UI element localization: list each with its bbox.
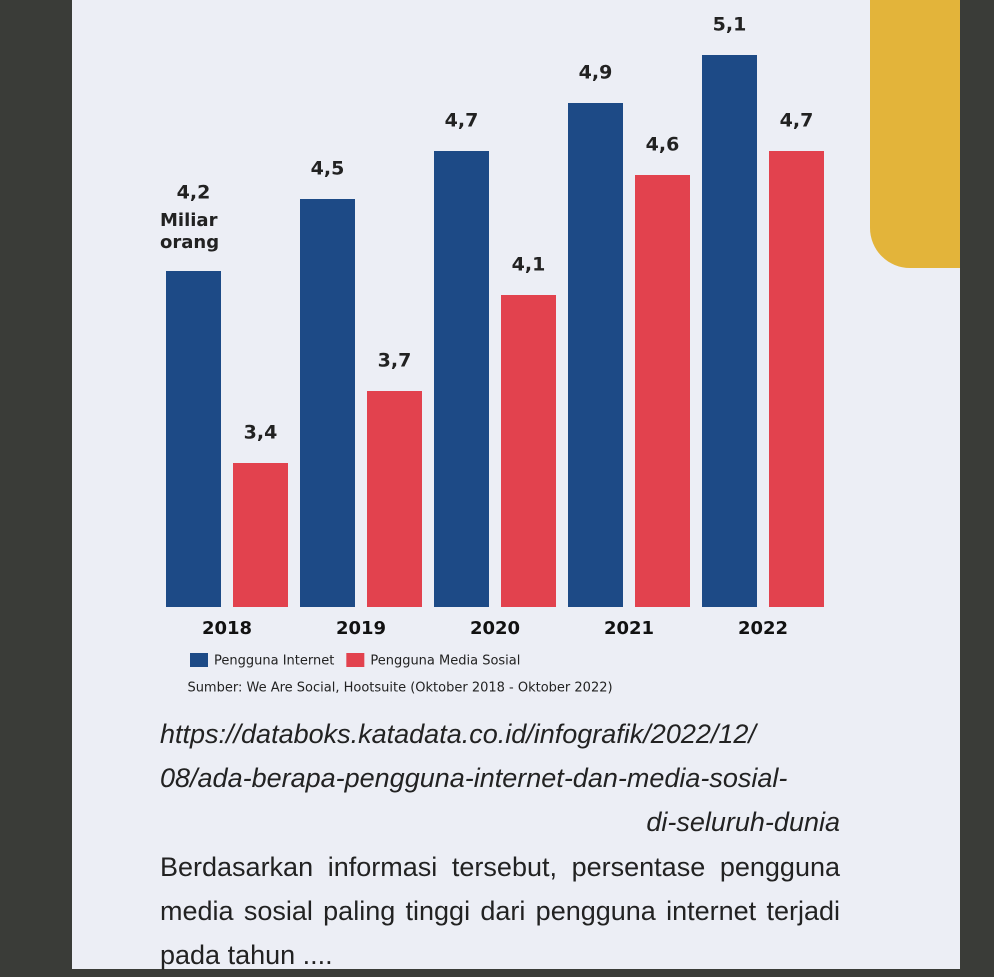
legend-swatch	[346, 653, 365, 667]
legend-swatch	[190, 653, 208, 667]
x-tick-label: 2022	[738, 618, 788, 639]
bar	[434, 151, 489, 607]
bar	[635, 175, 690, 607]
url-line: di-seluruh-dunia	[646, 807, 840, 837]
chart: 2018 4,2 3,4 2019 4,5 3,7 2020 4,7 4,1 2021 4,9 4,6…	[160, 14, 824, 696]
x-tick-label: 2019	[336, 618, 386, 639]
value-label: 4,7	[445, 110, 479, 132]
source: Sumber: We Are Social, Hootsuite (Oktobe…	[187, 681, 612, 696]
decoration	[870, 0, 960, 268]
x-tick-label: 2018	[202, 618, 252, 639]
legend-label: Pengguna Media Sosial	[370, 654, 520, 669]
bar	[769, 151, 824, 607]
annotation: Miliar orang	[160, 210, 219, 253]
bar	[501, 295, 556, 607]
question: Berdasarkan informasi tersebut, persenta…	[160, 852, 840, 970]
value-label: 4,7	[780, 110, 814, 132]
bar	[367, 391, 422, 607]
value-label: 4,6	[646, 134, 680, 156]
value-label: 4,2	[177, 182, 211, 204]
bar	[166, 271, 221, 607]
x-tick-label: 2020	[470, 618, 520, 639]
value-label: 3,4	[244, 422, 278, 444]
value-label: 3,7	[378, 350, 412, 372]
bar	[702, 55, 757, 607]
value-label: 4,1	[512, 254, 546, 276]
legend-label: Pengguna Internet	[214, 654, 334, 669]
bar	[568, 103, 623, 607]
value-label: 5,1	[713, 14, 747, 36]
bar	[233, 463, 288, 607]
url: https://databoks.katadata.co.id/infograf…	[160, 712, 840, 844]
x-tick-label: 2021	[604, 618, 654, 639]
url-line: 08/ada-berapa-pengguna-internet-dan-medi…	[160, 763, 788, 793]
url-line: https://databoks.katadata.co.id/infograf…	[160, 719, 756, 749]
value-label: 4,9	[579, 62, 613, 84]
value-label: 4,5	[311, 158, 345, 180]
bar	[300, 199, 355, 607]
